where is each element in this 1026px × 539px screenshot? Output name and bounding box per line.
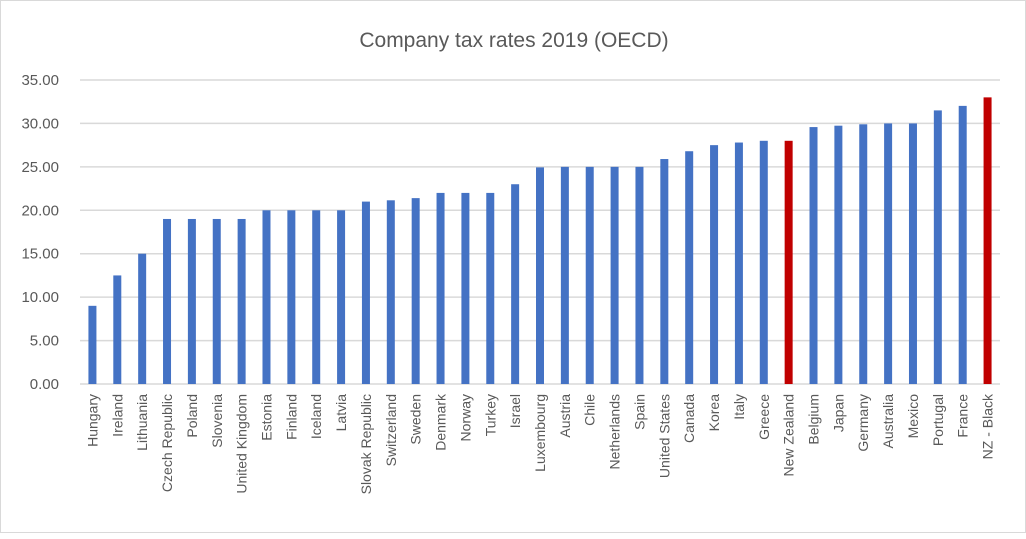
- y-tick-label: 15.00: [21, 246, 59, 263]
- x-tick-label: Spain: [631, 394, 647, 430]
- x-tick-label: Japan: [830, 394, 846, 432]
- y-tick-label: 30.00: [21, 115, 59, 132]
- y-tick-label: 0.00: [30, 376, 59, 393]
- x-tick-label: Germany: [855, 394, 871, 452]
- bar: [635, 166, 644, 384]
- bar: [734, 142, 743, 384]
- bar: [859, 124, 868, 384]
- x-tick-label: Finland: [283, 394, 299, 440]
- x-tick-label: Australia: [880, 394, 896, 449]
- x-tick-label: Czech Republic: [159, 394, 175, 492]
- x-tick-label: Lithuania: [134, 394, 150, 451]
- x-tick-label: Mexico: [905, 394, 921, 439]
- bar: [287, 210, 296, 384]
- bar: [884, 123, 893, 384]
- bar: [486, 192, 495, 384]
- x-tick-label: France: [955, 394, 971, 438]
- x-tick-label: Greece: [756, 394, 772, 440]
- y-tick-label: 10.00: [21, 289, 59, 306]
- bar: [113, 275, 122, 384]
- bar: [436, 192, 445, 384]
- x-tick-label: United Kingdom: [234, 394, 250, 494]
- x-tick-label: Sweden: [408, 394, 424, 445]
- x-tick-label: Israel: [507, 394, 523, 428]
- x-tick-label: Latvia: [333, 394, 349, 432]
- x-tick-label: Hungary: [84, 394, 100, 447]
- x-tick-label: Chile: [582, 394, 598, 426]
- x-tick-label: Poland: [184, 394, 200, 438]
- bar: [237, 218, 246, 384]
- bar: [908, 123, 917, 384]
- bar: [560, 166, 569, 384]
- y-tick-label: 20.00: [21, 202, 59, 219]
- bar: [411, 198, 420, 384]
- bar: [660, 159, 669, 384]
- x-tick-label: Ireland: [109, 394, 125, 437]
- x-tick-label: Italy: [731, 394, 747, 420]
- bar: [809, 127, 818, 384]
- bar: [585, 166, 594, 384]
- x-tick-label: United States: [656, 394, 672, 478]
- bar: [685, 151, 694, 384]
- x-tick-label: Denmark: [433, 393, 449, 451]
- x-tick-label: Canada: [681, 394, 697, 443]
- bar: [312, 210, 321, 384]
- x-tick-label: Portugal: [930, 394, 946, 446]
- bar: [187, 218, 196, 384]
- x-tick-label: Luxembourg: [532, 394, 548, 472]
- chart-title: Company tax rates 2019 (OECD): [359, 29, 668, 52]
- bar: [759, 140, 768, 384]
- x-tick-label: Estonia: [258, 394, 274, 441]
- bar: [511, 184, 520, 384]
- bar: [983, 97, 992, 384]
- bar: [536, 167, 544, 384]
- x-tick-label: Switzerland: [383, 394, 399, 466]
- x-tick-label: Austria: [557, 394, 573, 438]
- x-tick-label: Slovak Republic: [358, 394, 374, 494]
- x-tick-label: Belgium: [806, 394, 822, 445]
- bar: [784, 140, 793, 384]
- y-tick-label: 35.00: [21, 72, 59, 89]
- bar: [610, 166, 619, 384]
- bar: [163, 218, 172, 384]
- bar: [361, 201, 370, 384]
- bar: [138, 253, 147, 384]
- bar: [386, 200, 395, 384]
- bar: [337, 210, 346, 384]
- x-tick-label: Slovenia: [209, 394, 225, 448]
- x-tick-label: New Zealand: [781, 394, 797, 477]
- x-tick-label: Norway: [457, 394, 473, 441]
- bar: [262, 210, 271, 384]
- x-tick-label: Netherlands: [607, 394, 623, 470]
- x-tick-label: Turkey: [482, 394, 498, 436]
- x-tick-label: Korea: [706, 394, 722, 432]
- bar: [958, 105, 967, 385]
- x-tick-label: NZ - Black: [980, 393, 996, 459]
- y-tick-label: 25.00: [21, 159, 59, 176]
- x-tick-label: Iceland: [308, 394, 324, 439]
- bar: [212, 218, 221, 384]
- bar: [933, 110, 942, 385]
- bar: [88, 305, 97, 384]
- bar: [834, 125, 843, 384]
- y-tick-label: 5.00: [30, 333, 59, 350]
- bar: [461, 192, 470, 384]
- bar: [710, 145, 719, 384]
